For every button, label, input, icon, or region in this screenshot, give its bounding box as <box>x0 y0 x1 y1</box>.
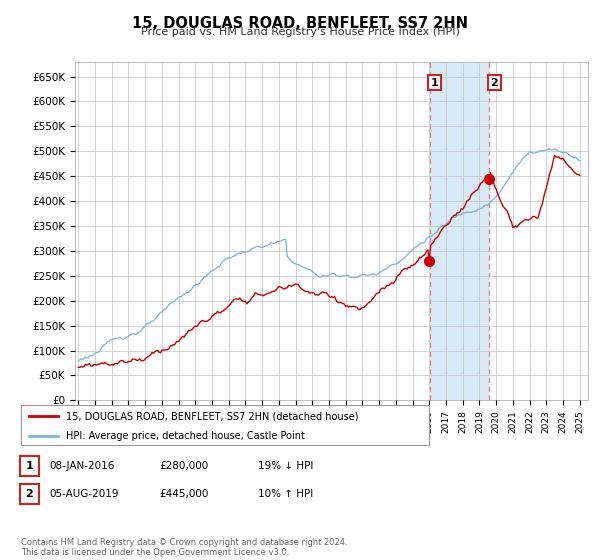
Text: 2: 2 <box>491 77 498 87</box>
Text: 10% ↑ HPI: 10% ↑ HPI <box>258 489 313 499</box>
Text: 15, DOUGLAS ROAD, BENFLEET, SS7 2HN (detached house): 15, DOUGLAS ROAD, BENFLEET, SS7 2HN (det… <box>66 411 358 421</box>
Text: 1: 1 <box>26 461 33 471</box>
Text: HPI: Average price, detached house, Castle Point: HPI: Average price, detached house, Cast… <box>66 431 305 441</box>
Text: 19% ↓ HPI: 19% ↓ HPI <box>258 461 313 471</box>
Text: Price paid vs. HM Land Registry's House Price Index (HPI): Price paid vs. HM Land Registry's House … <box>140 27 460 37</box>
Text: 2: 2 <box>26 489 33 499</box>
Text: Contains HM Land Registry data © Crown copyright and database right 2024.
This d: Contains HM Land Registry data © Crown c… <box>21 538 347 557</box>
Text: 15, DOUGLAS ROAD, BENFLEET, SS7 2HN: 15, DOUGLAS ROAD, BENFLEET, SS7 2HN <box>132 16 468 31</box>
Text: 08-JAN-2016: 08-JAN-2016 <box>49 461 115 471</box>
Text: £445,000: £445,000 <box>159 489 208 499</box>
Text: £280,000: £280,000 <box>159 461 208 471</box>
Text: 1: 1 <box>430 77 438 87</box>
Text: 05-AUG-2019: 05-AUG-2019 <box>49 489 119 499</box>
Bar <box>430 62 489 400</box>
